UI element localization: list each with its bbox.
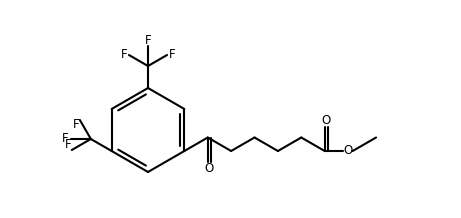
Text: F: F	[61, 133, 68, 145]
Text: F: F	[65, 138, 71, 152]
Text: O: O	[321, 114, 331, 128]
Text: F: F	[121, 48, 127, 61]
Text: F: F	[72, 118, 79, 131]
Text: F: F	[169, 48, 175, 61]
Text: O: O	[343, 145, 352, 157]
Text: O: O	[205, 162, 214, 175]
Text: F: F	[145, 34, 151, 48]
